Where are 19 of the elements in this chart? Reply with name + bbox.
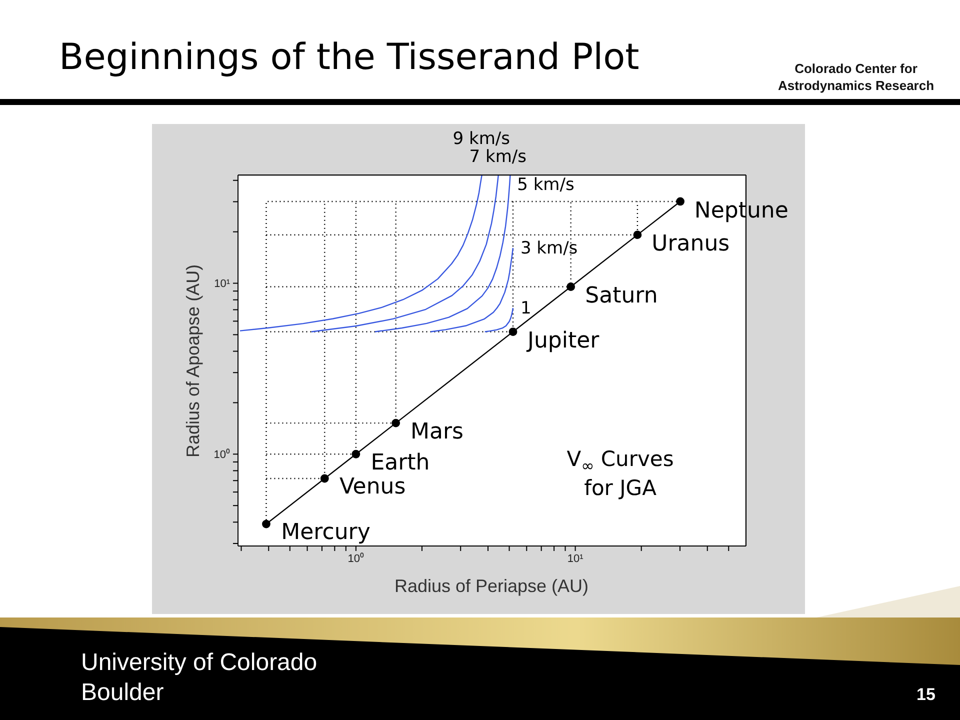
annotation: Saturn bbox=[585, 282, 658, 308]
text: Colorado Center for Astrodynamics Research bbox=[776, 60, 936, 94]
annotation: Venus bbox=[339, 474, 406, 500]
annotation: 3 km/s bbox=[520, 238, 578, 259]
annotation: Mercury bbox=[281, 520, 370, 545]
annotation: 9 km/s bbox=[452, 129, 510, 149]
annotation: Uranus bbox=[652, 231, 730, 256]
annotation: 5 km/s bbox=[517, 174, 574, 195]
annotation: 1 bbox=[520, 298, 532, 319]
text: University of Colorado Boulder bbox=[81, 648, 318, 708]
annotation: Earth bbox=[370, 450, 430, 475]
annotation: V$_{∞}$ Curves for JGA bbox=[566, 446, 675, 502]
text: 15 bbox=[916, 685, 936, 705]
y-axis-title: Radius of Apoapse (AU) bbox=[183, 264, 203, 458]
x-axis-title: Radius of Periapse (AU) bbox=[394, 576, 589, 596]
annotation: 7 km/s bbox=[469, 147, 527, 167]
annotation: Mars bbox=[410, 418, 464, 444]
annotation: Jupiter bbox=[525, 328, 600, 353]
chart-title: Beginnings of the Tisserand Plot bbox=[59, 36, 640, 80]
